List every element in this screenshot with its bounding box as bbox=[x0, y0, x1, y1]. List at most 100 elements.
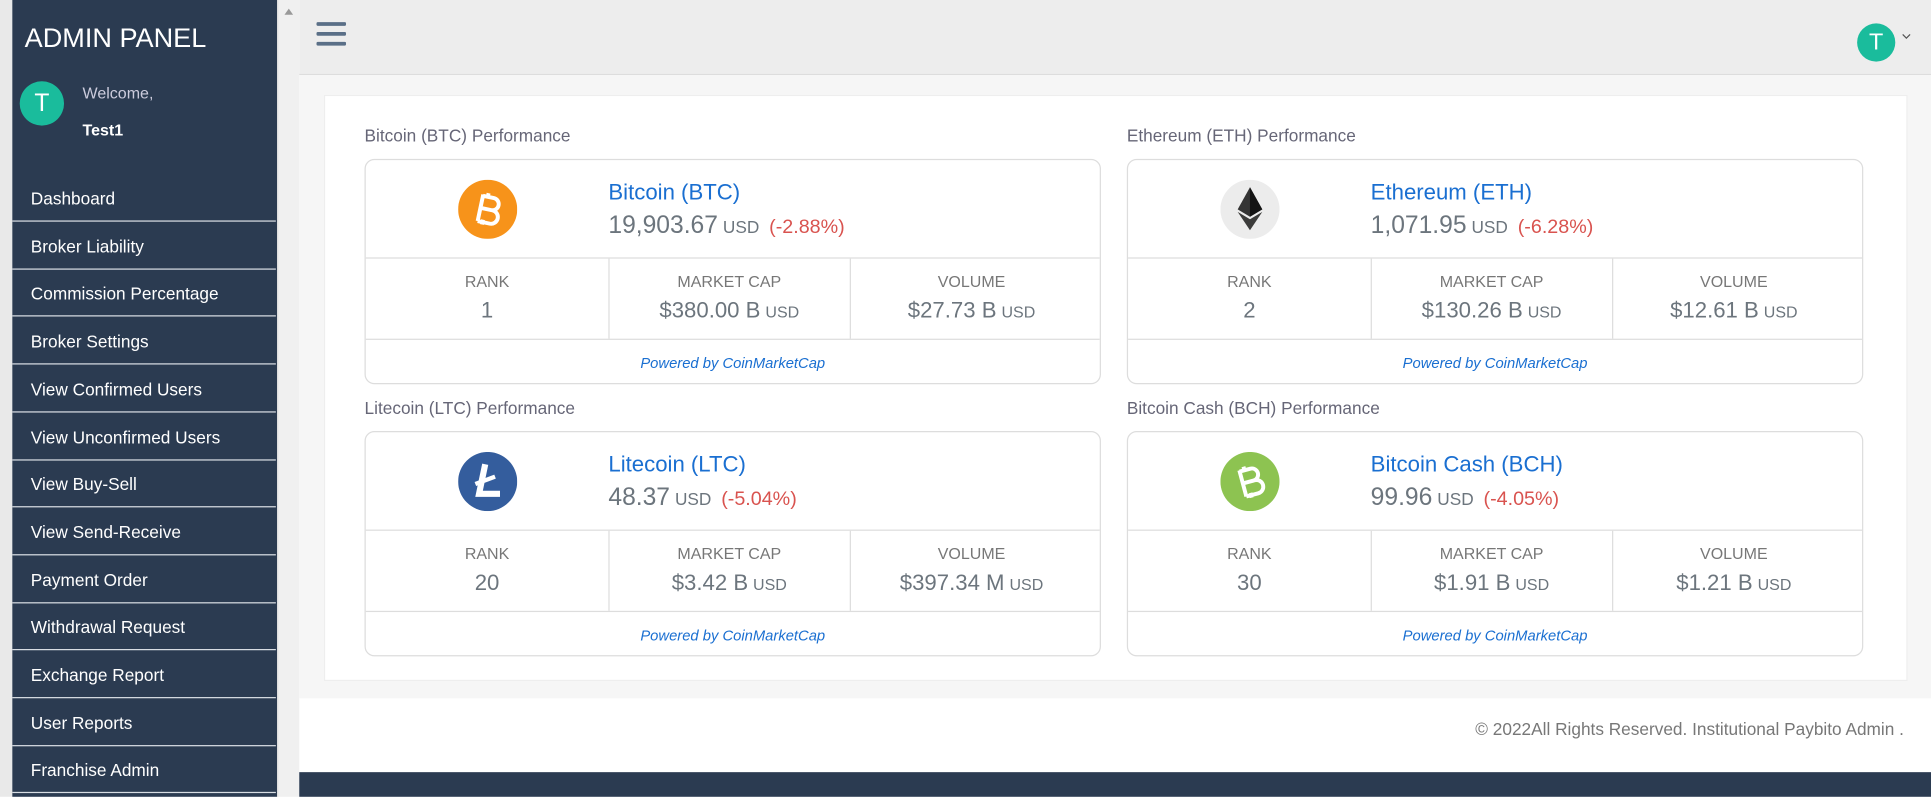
stat-value: 1 bbox=[366, 298, 609, 324]
stat-label: RANK bbox=[464, 272, 510, 291]
card-heading: Litecoin (LTC) Performance bbox=[364, 397, 576, 418]
stat-value: 2 bbox=[1128, 298, 1371, 324]
col-divider bbox=[1612, 258, 1614, 339]
menu-item[interactable]: Dashboard bbox=[12, 174, 276, 222]
stat-value: 20 bbox=[366, 570, 609, 596]
change: (-4.05%) bbox=[1483, 488, 1560, 510]
coin-card: Ethereum (ETH) 1,071.95 USD (-6.28%) RANK 2 MA… bbox=[1126, 158, 1864, 385]
stat-value: $380.00 B USD bbox=[608, 298, 851, 324]
menu-item[interactable]: View Confirmed Users bbox=[12, 364, 276, 413]
coin-card: Bitcoin (BTC) 19,903.67 USD (-2.88%) RANK 1 MA… bbox=[364, 158, 1101, 385]
stat-value: 30 bbox=[1128, 570, 1371, 596]
stat-value: $1.91 B USD bbox=[1370, 570, 1613, 596]
menu-item[interactable]: Commission Percentage bbox=[12, 269, 276, 317]
footer-text: © 2022All Rights Reserved. Institutional… bbox=[1475, 719, 1904, 739]
menu-item[interactable]: Payment Order bbox=[12, 555, 276, 603]
menu-item[interactable]: Withdrawal Request bbox=[12, 603, 276, 651]
stat-label: VOLUME bbox=[937, 272, 1006, 291]
price-line: 99.96 USD (-4.05%) bbox=[1371, 484, 1559, 512]
price-line: 48.37 USD (-5.04%) bbox=[608, 484, 796, 512]
menu-label: Payment Order bbox=[30, 569, 148, 590]
user-avatar[interactable]: T bbox=[1857, 23, 1896, 62]
avatar[interactable]: T bbox=[19, 81, 65, 126]
stat-unit: USD bbox=[1001, 302, 1036, 322]
welcome: Welcome, bbox=[82, 83, 154, 103]
menu-label: View Buy-Sell bbox=[30, 474, 137, 495]
stat-unit: USD bbox=[1763, 302, 1798, 322]
stat-label: VOLUME bbox=[1700, 544, 1768, 563]
scroll-arrow bbox=[284, 8, 294, 15]
sidebar-title: ADMIN PANEL bbox=[24, 22, 207, 53]
menu-label: Exchange Report bbox=[30, 665, 165, 685]
stat-label: MARKET CAP bbox=[1439, 272, 1544, 291]
menu-item[interactable]: View Buy-Sell bbox=[12, 460, 276, 508]
stat-number: 20 bbox=[474, 570, 500, 595]
stat-number: $12.61 B bbox=[1670, 298, 1759, 323]
currency: USD bbox=[1437, 488, 1474, 509]
stat-number: $1.91 B bbox=[1433, 570, 1511, 595]
coin-name: Bitcoin Cash (BCH) bbox=[1370, 451, 1563, 477]
change: (-2.88%) bbox=[769, 216, 845, 238]
card-heading: Ethereum (ETH) Performance bbox=[1126, 125, 1356, 146]
stat-label: MARKET CAP bbox=[677, 272, 782, 291]
divider bbox=[365, 257, 1100, 259]
stat-number: $397.34 M bbox=[899, 570, 1005, 595]
col-divider bbox=[1370, 258, 1372, 339]
menu-label: Commission Percentage bbox=[30, 283, 219, 304]
bottom-bar bbox=[299, 772, 1931, 797]
stat-number: $27.73 B bbox=[907, 298, 997, 323]
price-line: 19,903.67 USD (-2.88%) bbox=[608, 212, 844, 240]
col-divider bbox=[1612, 530, 1614, 611]
stat-number: 1 bbox=[480, 298, 494, 323]
stat-label: MARKET CAP bbox=[1439, 544, 1544, 563]
menu-item[interactable]: User Reports bbox=[12, 698, 276, 746]
stat-label: RANK bbox=[1227, 272, 1272, 291]
username: Test1 bbox=[82, 120, 124, 140]
currency: USD bbox=[674, 488, 712, 509]
stat-value: $27.73 B USD bbox=[850, 298, 1093, 324]
menu-toggle[interactable] bbox=[316, 21, 347, 48]
price: 48.37 bbox=[608, 483, 671, 512]
menu-label: Dashboard bbox=[30, 188, 116, 209]
coin-card: Bitcoin Cash (BCH) 99.96 USD (-4.05%) RANK 30… bbox=[1126, 431, 1864, 657]
stat-value: $397.34 M USD bbox=[850, 570, 1093, 596]
menu-item[interactable]: Broker Liability bbox=[12, 221, 276, 270]
menu-item[interactable]: View Send-Receive bbox=[12, 507, 276, 556]
menu-item[interactable]: Exchange Report bbox=[12, 650, 276, 699]
stat-number: $380.00 B bbox=[659, 298, 761, 323]
menu-label: Franchise Admin bbox=[30, 760, 160, 781]
currency: USD bbox=[1471, 216, 1508, 237]
menu-item[interactable]: Franchise Admin bbox=[12, 746, 276, 794]
stat-label: RANK bbox=[464, 544, 510, 563]
coin-icon bbox=[458, 179, 518, 239]
menu-item[interactable]: View Unconfirmed Users bbox=[12, 412, 276, 460]
caret bbox=[1902, 34, 1911, 40]
coin-card: Litecoin (LTC) 48.37 USD (-5.04%) RANK 20 MARK… bbox=[364, 431, 1101, 657]
coin-icon bbox=[1220, 179, 1280, 239]
col-divider bbox=[607, 530, 610, 611]
coin-icon bbox=[458, 451, 518, 512]
powered-by[interactable]: Powered by CoinMarketCap bbox=[1402, 354, 1588, 372]
topbar: T bbox=[299, 0, 1931, 76]
coin-name: Ethereum (ETH) bbox=[1370, 179, 1533, 205]
menu-label: Broker Liability bbox=[30, 236, 144, 256]
stat-number: $1.21 B bbox=[1676, 570, 1753, 595]
powered-by[interactable]: Powered by CoinMarketCap bbox=[640, 626, 826, 645]
powered-by[interactable]: Powered by CoinMarketCap bbox=[1402, 626, 1588, 645]
menu-label: Withdrawal Request bbox=[30, 617, 186, 638]
menu-item[interactable]: Broker Settings bbox=[12, 317, 276, 365]
powered-by[interactable]: Powered by CoinMarketCap bbox=[640, 354, 826, 372]
stat-unit: USD bbox=[1757, 575, 1792, 594]
stat-label: MARKET CAP bbox=[677, 544, 782, 563]
scrollbar[interactable] bbox=[277, 0, 300, 797]
stat-label: RANK bbox=[1227, 544, 1272, 563]
divider bbox=[365, 529, 1100, 531]
stat-unit: USD bbox=[753, 575, 787, 594]
price-line: 1,071.95 USD (-6.28%) bbox=[1371, 212, 1594, 240]
divider bbox=[1128, 338, 1863, 340]
stat-unit: USD bbox=[1009, 575, 1044, 594]
col-divider bbox=[1370, 530, 1372, 611]
divider bbox=[365, 610, 1100, 613]
